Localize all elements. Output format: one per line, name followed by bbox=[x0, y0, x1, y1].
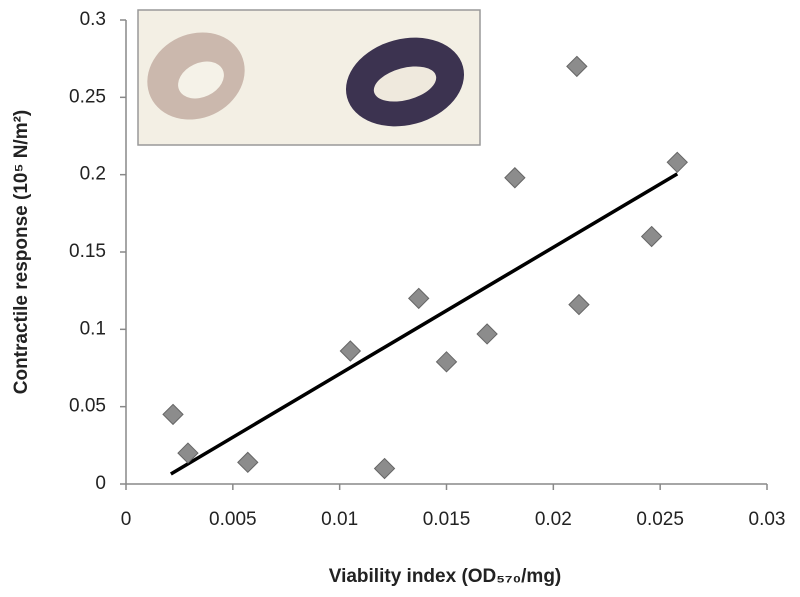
x-axis-title: Viability index (OD₅₇₀/mg) bbox=[329, 566, 562, 587]
x-tick-label: 0.015 bbox=[423, 509, 471, 530]
data-point bbox=[476, 323, 498, 345]
data-point bbox=[408, 287, 430, 310]
data-point bbox=[435, 351, 458, 373]
data-point bbox=[504, 167, 526, 189]
trendline bbox=[169, 172, 679, 476]
data-point bbox=[566, 55, 588, 78]
data-point bbox=[237, 451, 259, 474]
data-point bbox=[339, 340, 362, 362]
data-point bbox=[640, 225, 663, 248]
y-tick-label: 0.05 bbox=[69, 396, 106, 417]
x-tick-label: 0 bbox=[121, 509, 132, 530]
y-tick-label: 0.15 bbox=[69, 241, 106, 262]
y-tick-label: 0.2 bbox=[80, 164, 106, 185]
y-tick-label: 0.25 bbox=[69, 86, 106, 107]
data-point bbox=[568, 293, 590, 316]
x-tick-label: 0.005 bbox=[209, 509, 257, 530]
data-point bbox=[666, 151, 688, 174]
y-tick-label: 0.3 bbox=[80, 9, 106, 30]
x-tick-label: 0.01 bbox=[321, 509, 358, 530]
data-point bbox=[177, 442, 199, 464]
x-tick-label: 0.02 bbox=[535, 509, 572, 530]
data-point bbox=[162, 403, 184, 426]
y-tick-label: 0.1 bbox=[80, 318, 106, 339]
x-tick-label: 0.025 bbox=[636, 509, 684, 530]
y-tick-label: 0 bbox=[95, 473, 106, 494]
data-point bbox=[373, 457, 396, 480]
y-axis-title: Contractile response (10⁵ N/m²) bbox=[11, 110, 32, 395]
x-tick-label: 0.03 bbox=[749, 509, 786, 530]
inset-photo bbox=[137, 9, 481, 146]
